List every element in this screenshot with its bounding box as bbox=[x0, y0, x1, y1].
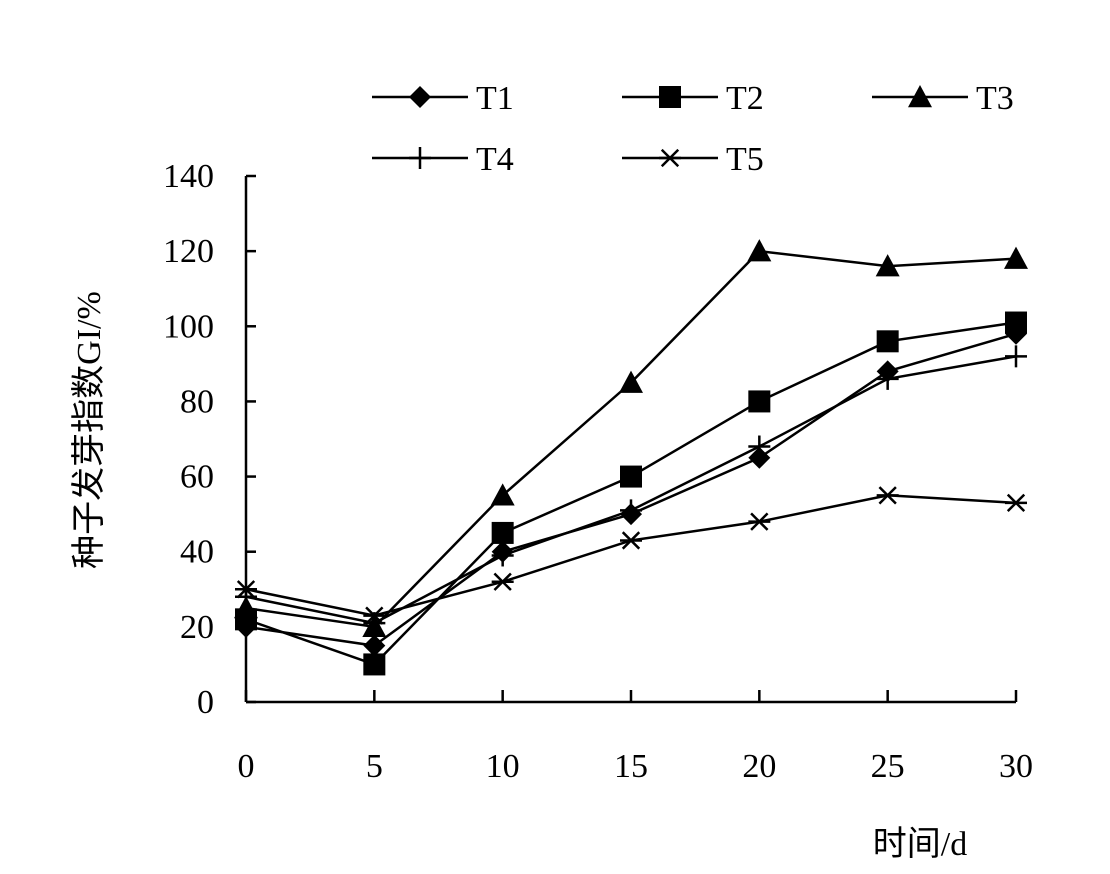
legend-item-t1: T1 bbox=[372, 80, 514, 117]
y-tick-label: 100 bbox=[163, 308, 214, 345]
legend-marker bbox=[908, 85, 932, 108]
data-point-t4 bbox=[620, 499, 642, 522]
y-tick-label: 0 bbox=[197, 684, 214, 721]
legend-label: T2 bbox=[726, 80, 764, 117]
data-point-t5 bbox=[748, 512, 771, 531]
x-tick-label: 0 bbox=[238, 748, 255, 785]
data-point-t3 bbox=[747, 239, 772, 262]
y-axis-label: 种子发芽指数GI/% bbox=[70, 291, 108, 569]
data-point-t5 bbox=[363, 606, 386, 625]
y-tick-label: 140 bbox=[163, 158, 214, 195]
axes: 0 20 40 60 80 100 120 140 0 5 10 15 20 25 30 bbox=[163, 158, 1033, 785]
data-point-t3 bbox=[490, 483, 515, 506]
legend-marker bbox=[659, 148, 681, 168]
series-line-t4 bbox=[245, 355, 1017, 625]
data-point-t4 bbox=[491, 544, 514, 567]
data-point-t2 bbox=[1005, 311, 1027, 334]
data-point-t3 bbox=[1004, 246, 1028, 269]
x-tick-label: 5 bbox=[366, 748, 383, 785]
y-tick-label: 80 bbox=[180, 383, 214, 420]
legend-marker bbox=[409, 147, 431, 169]
x-tick-label: 25 bbox=[871, 748, 905, 785]
legend-item-t3: T3 bbox=[872, 80, 1014, 117]
data-point-t5 bbox=[491, 572, 514, 591]
series-t5 bbox=[235, 486, 1027, 625]
y-tick-label: 40 bbox=[180, 534, 214, 571]
legend-marker bbox=[409, 86, 431, 108]
series-layer bbox=[234, 239, 1028, 676]
data-point-t2 bbox=[620, 465, 642, 488]
data-point-t3 bbox=[619, 370, 643, 393]
series-t3 bbox=[234, 239, 1028, 638]
data-point-t5 bbox=[620, 531, 642, 550]
data-point-t2 bbox=[363, 653, 386, 676]
data-point-t2 bbox=[748, 390, 771, 413]
data-point-t4 bbox=[1005, 345, 1027, 368]
legend-item-t5: T5 bbox=[622, 141, 764, 178]
y-tick-label: 60 bbox=[180, 459, 214, 496]
series-t4 bbox=[235, 345, 1027, 635]
data-point-t2 bbox=[491, 521, 514, 544]
legend-label: T5 bbox=[726, 141, 764, 178]
legend-label: T4 bbox=[476, 141, 514, 178]
data-point-t5 bbox=[235, 580, 257, 599]
x-axis-label: 时间/d bbox=[873, 826, 967, 863]
y-tick-label: 20 bbox=[180, 609, 214, 646]
x-tick-label: 10 bbox=[486, 748, 520, 785]
x-tick-label: 20 bbox=[742, 748, 776, 785]
data-point-t3 bbox=[875, 254, 900, 277]
data-point-t5 bbox=[876, 486, 899, 505]
legend-item-t2: T2 bbox=[622, 80, 764, 117]
y-tick-label: 120 bbox=[163, 233, 214, 270]
data-point-t1 bbox=[748, 446, 771, 469]
data-point-t2 bbox=[876, 330, 899, 353]
x-tick-label: 15 bbox=[614, 748, 648, 785]
data-point-t1 bbox=[363, 634, 386, 657]
legend-item-t4: T4 bbox=[372, 141, 514, 178]
legend-label: T1 bbox=[476, 80, 514, 117]
data-point-t4 bbox=[748, 435, 771, 458]
legend-marker bbox=[659, 86, 681, 108]
x-tick-label: 30 bbox=[999, 748, 1033, 785]
legend: T1 T2 T3 T4 T5 bbox=[372, 80, 1014, 178]
data-point-t4 bbox=[876, 367, 899, 390]
legend-label: T3 bbox=[976, 80, 1014, 117]
data-point-t5 bbox=[1005, 493, 1027, 513]
series-line-t3 bbox=[245, 249, 1017, 629]
